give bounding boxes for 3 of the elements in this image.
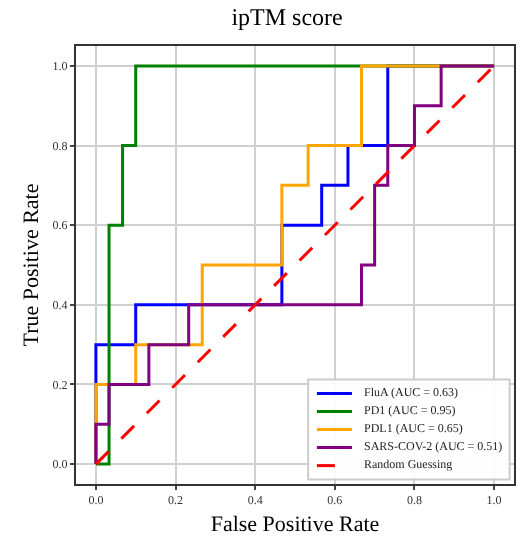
x-axis-title: False Positive Rate bbox=[210, 512, 380, 537]
chart-title: ipTM score bbox=[231, 2, 343, 31]
y-axis-title: True Positive Rate bbox=[19, 183, 44, 347]
